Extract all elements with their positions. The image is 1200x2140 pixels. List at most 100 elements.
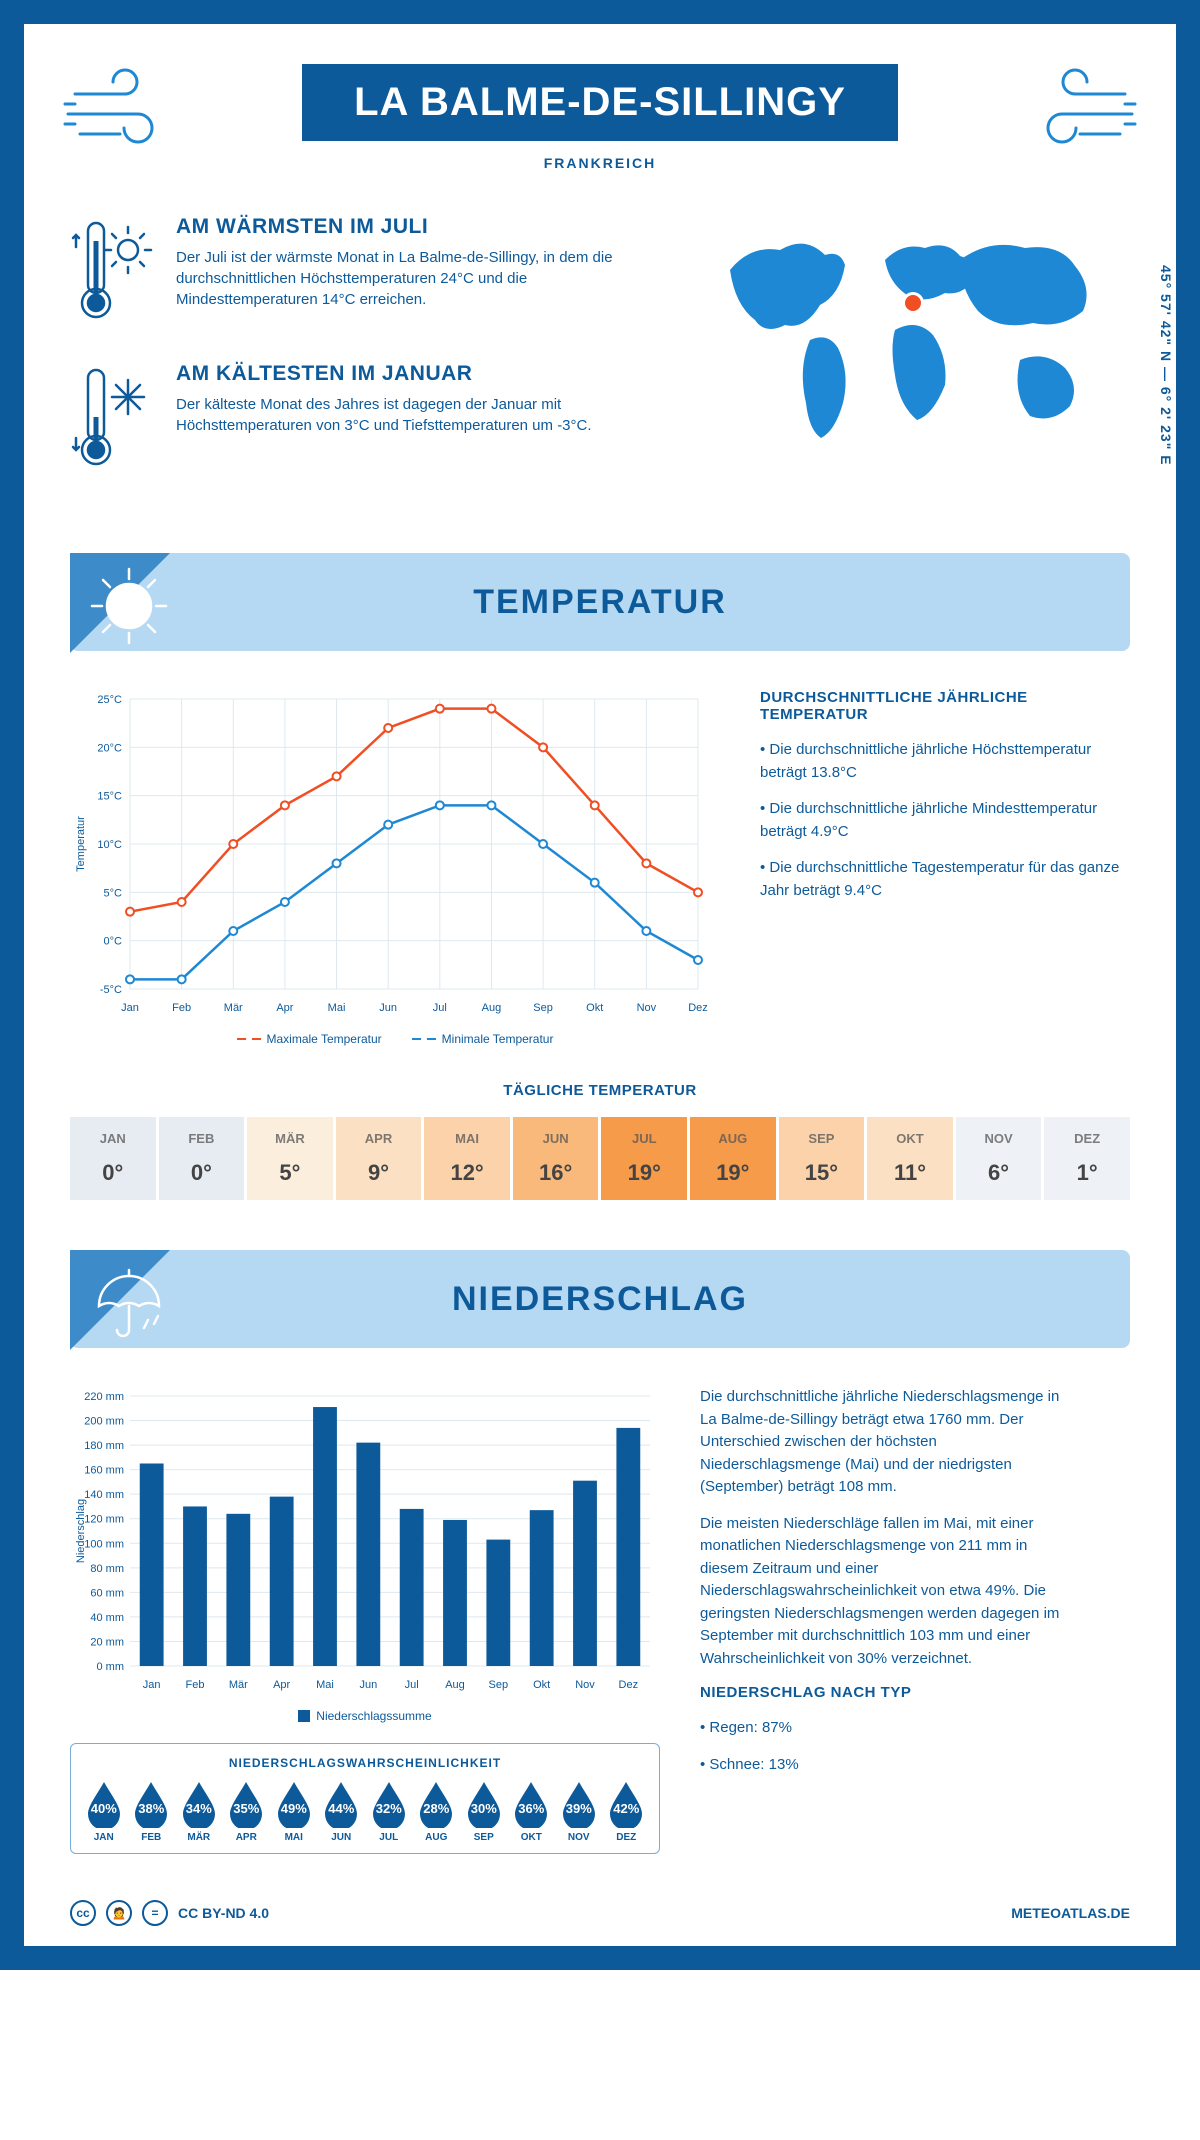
probability-drop: 49% MAI — [271, 1780, 317, 1843]
svg-text:220 mm: 220 mm — [84, 1391, 124, 1403]
coldest-title: AM KÄLTESTEN IM JANUAR — [176, 362, 664, 386]
wind-icon-left — [60, 64, 190, 164]
site-name: METEOATLAS.DE — [1011, 1905, 1130, 1921]
month-cell: MAI12° — [424, 1117, 510, 1200]
nd-icon: = — [142, 1900, 168, 1926]
svg-text:100 mm: 100 mm — [84, 1538, 124, 1550]
svg-text:15°C: 15°C — [97, 791, 122, 803]
probability-drop: 35% APR — [224, 1780, 270, 1843]
coordinates: 45° 57' 42" N — 6° 2' 23" E — [1158, 265, 1174, 466]
license-text: CC BY-ND 4.0 — [178, 1905, 269, 1921]
month-cell: MÄR5° — [247, 1117, 333, 1200]
svg-text:200 mm: 200 mm — [84, 1416, 124, 1428]
probability-drop: 30% SEP — [461, 1780, 507, 1843]
svg-text:180 mm: 180 mm — [84, 1440, 124, 1452]
svg-text:Nov: Nov — [575, 1679, 595, 1691]
svg-text:25°C: 25°C — [97, 694, 122, 706]
month-cell: JUN16° — [513, 1117, 599, 1200]
month-cell: APR9° — [336, 1117, 422, 1200]
month-cell: DEZ1° — [1044, 1117, 1130, 1200]
svg-text:Jul: Jul — [433, 1002, 447, 1014]
svg-text:Feb: Feb — [172, 1002, 191, 1014]
svg-text:60 mm: 60 mm — [90, 1587, 124, 1599]
page-title: LA BALME-DE-SILLINGY — [302, 64, 898, 141]
probability-drop: 34% MÄR — [176, 1780, 222, 1843]
month-cell: AUG19° — [690, 1117, 776, 1200]
svg-text:Mär: Mär — [229, 1679, 248, 1691]
svg-text:20 mm: 20 mm — [90, 1636, 124, 1648]
sun-icon — [84, 561, 174, 656]
precip-info: Die durchschnittliche jährliche Niedersc… — [700, 1386, 1070, 1854]
probability-drop: 42% DEZ — [604, 1780, 650, 1843]
svg-text:Jan: Jan — [121, 1002, 139, 1014]
svg-text:Okt: Okt — [586, 1002, 603, 1014]
probability-drop: 38% FEB — [129, 1780, 175, 1843]
temperature-line-chart: -5°C 0°C 5°C 10°C 15°C 20°C 25°C Jan Feb Mär Apr Ma… — [70, 689, 710, 1019]
svg-text:-5°C: -5°C — [100, 984, 122, 996]
daily-temp-title: TÄGLICHE TEMPERATUR — [70, 1082, 1130, 1099]
svg-text:Mär: Mär — [224, 1002, 243, 1014]
coldest-fact: AM KÄLTESTEN IM JANUAR Der kälteste Mona… — [70, 362, 664, 477]
month-cell: OKT11° — [867, 1117, 953, 1200]
world-map: 45° 57' 42" N — 6° 2' 23" E — [700, 215, 1130, 509]
svg-text:Apr: Apr — [273, 1679, 290, 1691]
svg-text:Niederschlag: Niederschlag — [75, 1499, 87, 1563]
warmest-text: Der Juli ist der wärmste Monat in La Bal… — [176, 247, 664, 310]
svg-text:80 mm: 80 mm — [90, 1563, 124, 1575]
probability-drop: 44% JUN — [319, 1780, 365, 1843]
month-cell: FEB0° — [159, 1117, 245, 1200]
temperature-section-header: TEMPERATUR — [70, 553, 1130, 651]
probability-drop: 40% JAN — [81, 1780, 127, 1843]
month-cell: JUL19° — [601, 1117, 687, 1200]
warmest-fact: AM WÄRMSTEN IM JULI Der Juli ist der wär… — [70, 215, 664, 330]
svg-text:Apr: Apr — [276, 1002, 293, 1014]
footer: cc 🙍 = CC BY-ND 4.0 METEOATLAS.DE — [70, 1884, 1130, 1926]
svg-text:Jun: Jun — [379, 1002, 397, 1014]
temp-legend: Maximale Temperatur Minimale Temperatur — [70, 1032, 720, 1046]
thermometer-hot-icon — [70, 215, 154, 330]
temp-info: DURCHSCHNITTLICHE JÄHRLICHE TEMPERATUR •… — [760, 689, 1130, 1046]
svg-text:Mai: Mai — [328, 1002, 346, 1014]
precip-section-header: NIEDERSCHLAG — [70, 1250, 1130, 1348]
probability-drop: 32% JUL — [366, 1780, 412, 1843]
temp-section-title: TEMPERATUR — [473, 583, 727, 622]
svg-text:0°C: 0°C — [104, 936, 123, 948]
svg-text:40 mm: 40 mm — [90, 1612, 124, 1624]
svg-text:Jun: Jun — [359, 1679, 377, 1691]
svg-text:20°C: 20°C — [97, 742, 122, 754]
svg-text:Aug: Aug — [482, 1002, 502, 1014]
month-cell: NOV6° — [956, 1117, 1042, 1200]
precip-legend: Niederschlagssumme — [70, 1709, 660, 1723]
month-cell: SEP15° — [779, 1117, 865, 1200]
cc-icon: cc — [70, 1900, 96, 1926]
svg-text:Okt: Okt — [533, 1679, 550, 1691]
warmest-title: AM WÄRMSTEN IM JULI — [176, 215, 664, 239]
svg-text:140 mm: 140 mm — [84, 1489, 124, 1501]
probability-drop: 28% AUG — [414, 1780, 460, 1843]
svg-text:Sep: Sep — [489, 1679, 509, 1691]
svg-text:Temperatur: Temperatur — [75, 816, 87, 872]
svg-text:Jul: Jul — [405, 1679, 419, 1691]
svg-text:5°C: 5°C — [104, 887, 123, 899]
svg-text:Sep: Sep — [533, 1002, 553, 1014]
svg-text:Mai: Mai — [316, 1679, 334, 1691]
precip-section-title: NIEDERSCHLAG — [452, 1280, 748, 1319]
coldest-text: Der kälteste Monat des Jahres ist dagege… — [176, 394, 664, 436]
svg-text:120 mm: 120 mm — [84, 1514, 124, 1526]
probability-drop: 39% NOV — [556, 1780, 602, 1843]
svg-text:10°C: 10°C — [97, 839, 122, 851]
precipitation-probability: NIEDERSCHLAGSWAHRSCHEINLICHKEIT 40% JAN … — [70, 1743, 660, 1854]
svg-text:Jan: Jan — [143, 1679, 161, 1691]
umbrella-icon — [84, 1258, 174, 1353]
precipitation-bar-chart: 0 mm20 mm40 mm60 mm80 mm100 mm120 mm140 … — [70, 1386, 660, 1696]
svg-text:Dez: Dez — [619, 1679, 639, 1691]
probability-drop: 36% OKT — [509, 1780, 555, 1843]
svg-text:Dez: Dez — [688, 1002, 708, 1014]
daily-temp-grid: JAN0°FEB0°MÄR5°APR9°MAI12°JUN16°JUL19°AU… — [70, 1117, 1130, 1200]
country-label: FRANKREICH — [70, 155, 1130, 171]
month-cell: JAN0° — [70, 1117, 156, 1200]
wind-icon-right — [1010, 64, 1140, 164]
thermometer-cold-icon — [70, 362, 154, 477]
header: LA BALME-DE-SILLINGY FRANKREICH — [70, 64, 1130, 171]
svg-text:160 mm: 160 mm — [84, 1465, 124, 1477]
